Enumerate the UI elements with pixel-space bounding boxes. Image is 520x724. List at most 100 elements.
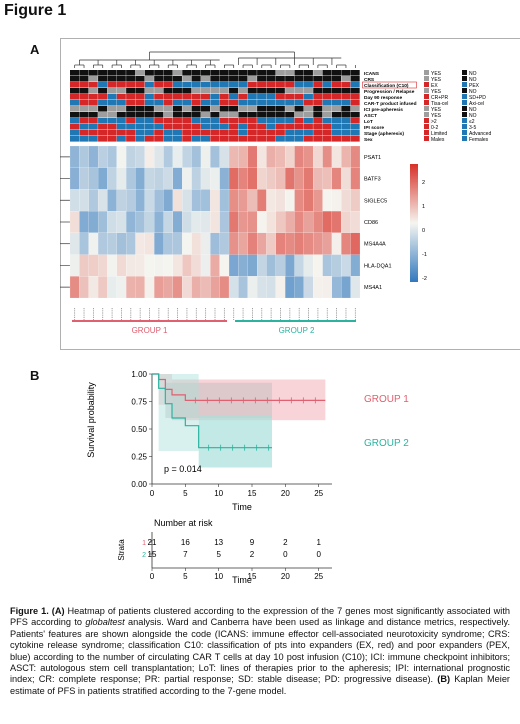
heatmap-cell [219, 167, 230, 190]
annotation-cell [210, 100, 220, 106]
caption-part3: Kaplan Meier estimate of PFS in patients… [10, 674, 510, 696]
heatmap-cell [210, 254, 220, 277]
annotation-cell [116, 76, 126, 82]
caption-a-marker: (A) [51, 606, 65, 616]
heatmap-cell [219, 145, 230, 168]
legend-label: Females [469, 137, 489, 143]
annotation-cell [154, 94, 164, 100]
annotation-cell [182, 112, 192, 118]
heatmap-cell [97, 189, 108, 212]
heatmap-cell [238, 232, 248, 255]
risk-table: 1 21 16 13 9 2 12 15 7 5 2 0 00 5 10 15 20 25 [142, 532, 332, 581]
annotation-cell [144, 94, 154, 100]
heatmap-cell [88, 232, 99, 255]
annotation-cell [285, 94, 295, 100]
annotation-cell [266, 82, 276, 88]
annotation-cell [126, 82, 136, 88]
heatmap-cell [135, 167, 145, 190]
heatmap-cell [322, 145, 333, 168]
annotation-cell [210, 130, 220, 136]
heatmap-cell [341, 276, 351, 299]
annotation-cell [303, 136, 313, 142]
caption-part2: analysis. Ward and Canberra have been us… [10, 617, 510, 685]
heatmap-cell [182, 276, 192, 299]
heatmap-cell [79, 211, 89, 233]
annotation-cell [229, 94, 239, 100]
annotation-cell [247, 94, 257, 100]
annotation-cell [70, 136, 80, 142]
heatmap-cell [200, 276, 211, 299]
annotation-cell [144, 124, 154, 130]
annotation-cell [275, 76, 285, 82]
annotation-cell [266, 76, 276, 82]
annotation-cell [154, 82, 164, 88]
annotation-cell [172, 136, 182, 142]
heatmap-cell [228, 254, 239, 277]
risk-x-tick-label: 0 [150, 572, 155, 581]
column-labels [74, 308, 356, 320]
gene-labels: PSAT1 BATF3 SIGLEC5 CD86 MS4A4A HLA-DQA1 MS4A1 [364, 155, 392, 291]
annotation-cell [341, 82, 351, 88]
heatmap-cell [135, 254, 145, 277]
annotation-cell [98, 100, 108, 106]
annotation-cell [313, 106, 323, 112]
annotation-cell [107, 94, 117, 100]
heatmap-cell [219, 189, 230, 212]
heatmap-cell [163, 189, 173, 212]
heatmap-cell [144, 211, 155, 233]
heatmap-cell [135, 211, 145, 233]
annotation-cell [126, 76, 136, 82]
heatmap-cell [144, 254, 155, 277]
heatmap-cell [126, 211, 136, 233]
heatmap-cell [313, 254, 323, 277]
risk-x-axis-label: Time [232, 575, 252, 585]
annotation-cell [70, 112, 80, 118]
annotation-cell [229, 106, 239, 112]
heatmap-cell [294, 232, 304, 255]
heatmap-cell [257, 189, 267, 212]
annotation-cell [210, 76, 220, 82]
annotation-cell [144, 118, 154, 124]
heatmap-cell [210, 189, 220, 212]
annotation-cell [144, 82, 154, 88]
heatmap-cell [182, 254, 192, 277]
annotation-cell [350, 76, 360, 82]
legend-swatch [424, 94, 429, 99]
heatmap-cell [350, 145, 361, 168]
annotation-cell [135, 82, 145, 88]
heatmap-cell [247, 211, 258, 233]
heatmap-cell [331, 254, 342, 277]
annotation-cell [257, 112, 267, 118]
heatmap-cell [135, 145, 145, 168]
annotation-cell [144, 88, 154, 94]
legend-label: NO [469, 107, 477, 113]
annotation-cell [126, 118, 136, 124]
annotation-cell [88, 70, 98, 76]
annotation-cell [322, 118, 332, 124]
legend-swatch [462, 136, 467, 141]
annotation-cell [331, 124, 341, 130]
annotation-cell [294, 100, 304, 106]
heatmap-cell [191, 276, 202, 299]
km-confidence-bands [158, 374, 326, 468]
heatmap-cell [341, 167, 351, 190]
gene-label: HLA-DQA1 [364, 263, 392, 269]
annotation-cell [219, 70, 229, 76]
annotation-cell [79, 88, 89, 94]
annotation-cell [294, 76, 304, 82]
annotation-cell [88, 94, 98, 100]
annotation-cell [154, 118, 164, 124]
heatmap-cell [294, 211, 304, 233]
annotation-cell [257, 106, 267, 112]
legend-swatch [424, 118, 429, 123]
heatmap-cell [266, 254, 276, 277]
annotation-cell [79, 76, 89, 82]
annotation-cell [247, 130, 257, 136]
annotation-cell [200, 70, 211, 76]
annotation-cell [313, 76, 323, 82]
annotation-cell [229, 70, 239, 76]
heatmap-cell [126, 232, 136, 255]
annotation-cell [116, 100, 126, 106]
heatmap-cell [163, 254, 173, 277]
legend-swatch [462, 76, 467, 81]
